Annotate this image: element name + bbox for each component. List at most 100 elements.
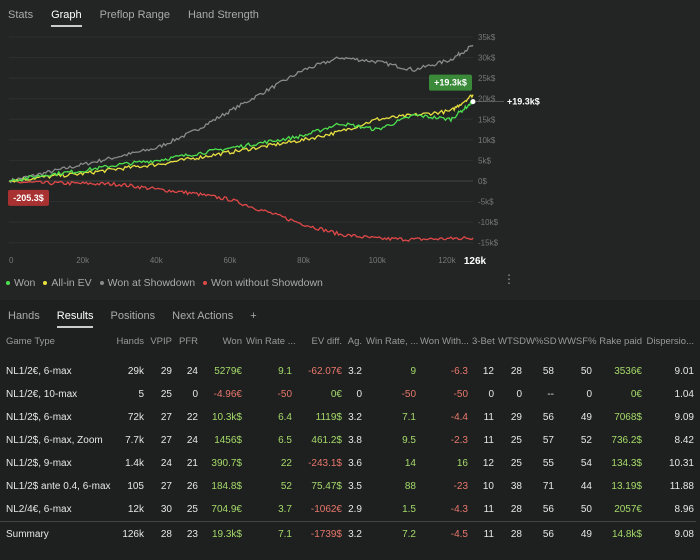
tab-results[interactable]: Results bbox=[56, 310, 94, 328]
legend-label: Won at Showdown bbox=[107, 277, 196, 289]
column-header[interactable]: WTSD bbox=[498, 335, 526, 347]
y-tick-label: 0$ bbox=[478, 177, 487, 186]
table-cell: 184.8$ bbox=[211, 481, 242, 492]
end-value-label: +19.3k$ bbox=[507, 97, 540, 107]
column-header[interactable]: W%SD bbox=[526, 335, 557, 347]
column-header[interactable]: VPIP bbox=[150, 335, 172, 347]
tab-stats[interactable]: Stats bbox=[8, 9, 34, 21]
table-cell: 25 bbox=[510, 458, 522, 469]
table-cell: NL1/2€, 10-max bbox=[6, 389, 78, 400]
column-header[interactable]: Rake paid bbox=[599, 335, 642, 347]
table-cell: 14 bbox=[404, 458, 416, 469]
column-header[interactable]: Dispersio... bbox=[646, 335, 694, 347]
table-cell: 736.2$ bbox=[611, 435, 642, 446]
table-cell: 5279€ bbox=[214, 366, 242, 377]
legend-label: Won without Showdown bbox=[211, 277, 323, 289]
summary-row[interactable]: Summary 126k 28 23 19.3k$ 7.1 -1739$ 3.2 7.2 -4.5… bbox=[0, 520, 696, 548]
noshowdown-dot-icon bbox=[203, 281, 208, 286]
table-cell: 27 bbox=[160, 412, 172, 423]
table-row[interactable]: NL1/2$ ante 0.4, 6-max 105 27 26 184.8$ 52 75.… bbox=[0, 475, 696, 498]
table-cell: 9 bbox=[410, 366, 416, 377]
table-cell: 3.2 bbox=[344, 520, 364, 548]
top-tabs: Stats Graph Preflop Range Hand Strength bbox=[8, 9, 259, 27]
add-tab-button[interactable]: + bbox=[250, 310, 257, 322]
tab-hands[interactable]: Hands bbox=[8, 310, 40, 322]
table-row[interactable]: NL1/2€, 6-max 29k 29 24 5279€ 9.1 -62.07€ 3.2 9 -… bbox=[0, 352, 696, 383]
table-cell: 12k bbox=[127, 503, 144, 515]
table-cell: 6.5 bbox=[278, 435, 292, 446]
table-cell: 25 bbox=[186, 503, 198, 515]
start-value-badge-text: -205.3$ bbox=[13, 193, 44, 203]
table-cell: -23 bbox=[453, 481, 468, 492]
table-row[interactable]: NL2/4€, 6-max 12k 30 25 704.9€ 3.7 -1062€ 2.9 1.… bbox=[0, 498, 696, 521]
tab-next-actions[interactable]: Next Actions bbox=[172, 310, 234, 322]
column-header[interactable]: Won With... bbox=[420, 335, 469, 347]
table-cell: 49 bbox=[580, 412, 592, 423]
table-cell: 5 bbox=[138, 389, 144, 400]
table-cell: 29 bbox=[160, 366, 172, 377]
table-cell: 11.88 bbox=[669, 481, 694, 492]
table-cell: 11 bbox=[483, 503, 494, 515]
legend-label: All-in EV bbox=[51, 277, 92, 289]
table-row[interactable]: NL1/2€, 10-max 5 25 0 -4.96€ -50 0€ 0 -50 -50 0 0 --… bbox=[0, 383, 696, 406]
tab-positions[interactable]: Positions bbox=[110, 310, 156, 322]
legend-won-at-showdown[interactable]: Won at Showdown bbox=[99, 277, 196, 289]
table-cell: 9.09 bbox=[674, 412, 694, 423]
table-cell: 704.9€ bbox=[211, 503, 242, 515]
table-cell: 126k bbox=[112, 520, 146, 548]
tab-graph[interactable]: Graph bbox=[51, 9, 82, 27]
table-cell: 38 bbox=[510, 481, 522, 492]
profit-graph[interactable]: 35k$ 30k$ 25k$ 20k$ 15k$ 10k$ 5k$ 0$ -5k$ -10k$ -1… bbox=[0, 28, 560, 273]
table-cell: NL1/2$, 6-max, Zoom bbox=[6, 435, 103, 446]
x-tick-label: 100k bbox=[369, 256, 387, 265]
column-header[interactable]: Game Type bbox=[6, 335, 55, 347]
table-cell: -2.3 bbox=[450, 435, 468, 446]
table-cell: 57 bbox=[542, 435, 554, 446]
table-cell: Summary bbox=[0, 520, 112, 548]
table-cell: 22 bbox=[280, 458, 292, 469]
table-cell: 8.96 bbox=[674, 503, 694, 515]
table-row[interactable]: NL1/2$, 9-max 1.4k 24 21 390.7$ 22 -243.1$ 3.6 1… bbox=[0, 452, 696, 475]
column-header[interactable]: Hands bbox=[116, 335, 144, 347]
table-cell: 30 bbox=[160, 503, 172, 515]
series-line-won-at-showdown bbox=[8, 44, 474, 184]
series-line-won bbox=[8, 100, 474, 182]
tab-preflop-range[interactable]: Preflop Range bbox=[99, 9, 170, 21]
table-cell: 54 bbox=[580, 458, 592, 469]
table-row[interactable]: NL1/2$, 6-max 72k 27 22 10.3k$ 6.4 1119$ 3.2 7.1… bbox=[0, 406, 696, 429]
x-tick-label: 60k bbox=[223, 256, 237, 265]
column-header[interactable]: Ag. bbox=[347, 335, 362, 347]
legend-won-without-showdown[interactable]: Won without Showdown bbox=[203, 277, 323, 289]
legend-won[interactable]: Won bbox=[6, 277, 35, 289]
column-header[interactable]: Win Rate ... bbox=[246, 335, 296, 347]
table-cell: 11 bbox=[483, 412, 494, 423]
table-cell: 19.3k$ bbox=[200, 520, 244, 548]
y-tick-label: 20k$ bbox=[478, 95, 496, 104]
table-cell: 7068$ bbox=[614, 412, 642, 423]
column-header[interactable]: EV diff. bbox=[311, 335, 342, 347]
table-cell: 134.3$ bbox=[611, 458, 642, 469]
table-cell: 24 bbox=[160, 458, 172, 469]
table-row[interactable]: NL1/2$, 6-max, Zoom 7.7k 27 24 1456$ 6.5 461.2… bbox=[0, 429, 696, 452]
table-cell: 1.4k bbox=[125, 458, 144, 469]
y-tick-label: -15k$ bbox=[478, 239, 499, 248]
end-point-marker bbox=[470, 99, 476, 105]
table-cell: 52 bbox=[580, 435, 592, 446]
end-value-badge-text: +19.3k$ bbox=[434, 78, 467, 88]
column-header[interactable]: Win Rate, ... bbox=[366, 335, 419, 347]
column-header[interactable]: Won bbox=[222, 335, 242, 347]
legend-allin-ev[interactable]: All-in EV bbox=[43, 277, 92, 289]
table-cell: 0€ bbox=[630, 389, 642, 400]
column-header[interactable]: 3-Bet bbox=[472, 335, 495, 347]
column-header[interactable]: WWSF% bbox=[558, 335, 597, 347]
column-header[interactable]: PFR bbox=[179, 335, 198, 347]
bottom-tabs: Hands Results Positions Next Actions + bbox=[8, 310, 257, 328]
more-options-icon[interactable]: ⋮ bbox=[503, 272, 515, 286]
table-cell: 29k bbox=[127, 366, 144, 377]
tab-hand-strength[interactable]: Hand Strength bbox=[187, 9, 259, 21]
table-cell: 49 bbox=[556, 520, 594, 548]
table-cell: 72k bbox=[127, 412, 144, 423]
x-tick-label: 40k bbox=[150, 256, 164, 265]
table-cell: 44 bbox=[580, 481, 592, 492]
table-cell: 71 bbox=[542, 481, 554, 492]
